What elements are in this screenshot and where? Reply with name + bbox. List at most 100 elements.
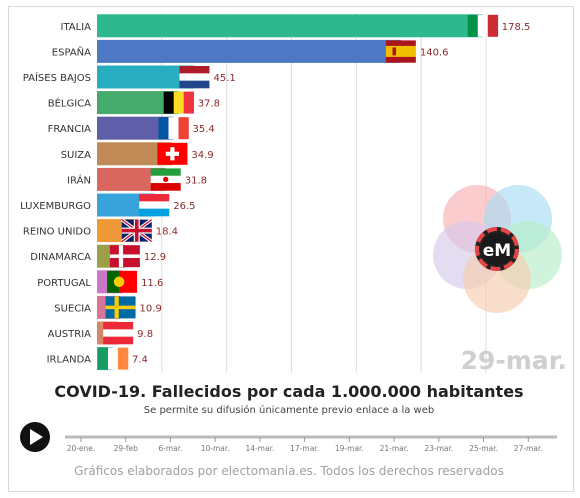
play-icon (30, 429, 43, 445)
timeline-progress (65, 435, 557, 439)
value-label: 18.4 (156, 227, 178, 238)
denmark-flag-icon (109, 245, 140, 268)
flag-stripe (178, 117, 189, 140)
timeline-tick-label: 6-mar. (158, 444, 182, 453)
value-label: 12.9 (144, 252, 166, 263)
flag-stripe (385, 51, 416, 58)
value-label: 140.6 (420, 47, 449, 58)
bar (97, 14, 483, 38)
bar (97, 39, 401, 63)
iran-flag-icon (150, 168, 181, 191)
bar (97, 142, 173, 166)
category-label: IRLANDA (47, 355, 92, 366)
austria-flag-icon (103, 322, 134, 345)
flag-stripe (183, 91, 194, 114)
flag-stripe (385, 45, 416, 52)
grid-lines (161, 13, 487, 373)
flag-field (119, 270, 138, 293)
bar-row: IRÁN 31.8 (67, 167, 207, 191)
flag-stripe (103, 322, 134, 330)
category-label: IRÁN (67, 173, 91, 186)
category-label: ITALIA (61, 22, 92, 33)
category-label: FRANCIA (48, 124, 92, 135)
portugal-flag-icon (107, 270, 138, 293)
bar (97, 91, 179, 115)
bar-row: IRLANDA 7.4 (47, 347, 148, 371)
value-label: 7.4 (132, 355, 148, 366)
play-button[interactable] (20, 422, 50, 452)
category-label: PAÍSES BAJOS (23, 71, 91, 84)
flag-emblem (113, 276, 125, 288)
timeline-tick-label: 27-mar. (514, 444, 543, 453)
bars: ITALIA 178.5 ESPAÑA 140.6 PAÍSES BAJOS 45.1 BÉ… (20, 14, 531, 371)
flag-stripe (487, 14, 499, 37)
bar-row: FRANCIA 35.4 (48, 116, 215, 140)
value-label: 178.5 (502, 22, 531, 33)
flag-stripe (150, 168, 181, 177)
italy-flag-icon (467, 14, 499, 37)
bar-row: BÉLGICA 37.8 (48, 91, 220, 115)
timeline-tick-label: 14-mar. (245, 444, 274, 453)
chart-subtitle: Se permite su difusión únicamente previo… (144, 404, 434, 416)
flag-stripe (179, 80, 210, 89)
value-label: 10.9 (140, 303, 162, 314)
spain-flag-icon (385, 40, 416, 63)
flag-stripe (467, 14, 479, 37)
value-label: 31.8 (185, 175, 207, 186)
flag-stripe (168, 117, 179, 140)
category-label: DINAMARCA (30, 252, 91, 263)
bar-row: ITALIA 178.5 (61, 14, 531, 38)
flag-stripe (139, 201, 170, 209)
flag-stripe (385, 56, 416, 63)
timeline-tick-label: 19-mar. (335, 444, 364, 453)
bar-row: SUIZA 34.9 (61, 142, 214, 166)
timeline-tick-label: 21-mar. (380, 444, 409, 453)
category-label: BÉLGICA (48, 97, 91, 110)
bar-row: PORTUGAL 11.6 (37, 270, 163, 294)
value-label: 11.6 (141, 278, 163, 289)
category-label: ESPAÑA (52, 45, 91, 58)
date-label: 29-mar. (461, 346, 567, 375)
timeline-tick-label: 29-feb (114, 444, 139, 453)
netherlands-flag-icon (179, 66, 210, 89)
value-label: 45.1 (213, 73, 235, 84)
timeline-tick-label: 23-mar. (424, 444, 453, 453)
bar-chart: eM ITALIA 178.5 ESPAÑA 140.6 PAÍSES BAJOS 45.… (20, 13, 567, 478)
category-label: PORTUGAL (37, 278, 91, 289)
bar-row: PAÍSES BAJOS 45.1 (23, 65, 236, 89)
electomania-logo: eM (433, 185, 562, 313)
bar-row: LUXEMBURGO 26.5 (20, 193, 196, 217)
bar-row: AUSTRIA 9.8 (48, 321, 153, 345)
flag-cross (165, 151, 180, 156)
value-label: 26.5 (173, 201, 195, 212)
timeline-tick-label: 10-mar. (201, 444, 230, 453)
timeline-tick-label: 25-mar. (469, 444, 498, 453)
value-label: 9.8 (137, 329, 153, 340)
flag-cross (109, 254, 140, 258)
value-label: 35.4 (193, 124, 215, 135)
timeline-tick-label: 17-mar. (290, 444, 319, 453)
logo-text: eM (483, 241, 511, 261)
flag-stripe (107, 347, 119, 370)
flag-stripe (173, 91, 184, 114)
category-label: REINO UNIDO (23, 227, 91, 238)
flag-stripe (139, 194, 170, 202)
bar (97, 167, 166, 191)
flag-stripe (97, 347, 109, 370)
timeline-tick-label: 20-ene. (67, 444, 96, 453)
flag-stripe (103, 329, 134, 337)
bar-row: ESPAÑA 140.6 (52, 39, 449, 63)
flag-stripe (139, 208, 170, 217)
bar (97, 116, 174, 140)
luxembourg-flag-icon (139, 194, 170, 217)
flag-emblem (163, 176, 169, 183)
category-label: LUXEMBURGO (20, 201, 91, 212)
flag-cross (105, 305, 136, 310)
flag-stripe (150, 183, 181, 191)
ireland-flag-icon (97, 347, 129, 370)
flag-stripe (163, 91, 174, 114)
value-label: 37.8 (198, 99, 220, 110)
flag-stripe (179, 73, 210, 81)
flag-cross (121, 228, 152, 233)
timeline-slider[interactable]: 20-ene. 29-feb 6-mar. 10-mar. 14-mar. 17-mar.… (65, 435, 557, 454)
